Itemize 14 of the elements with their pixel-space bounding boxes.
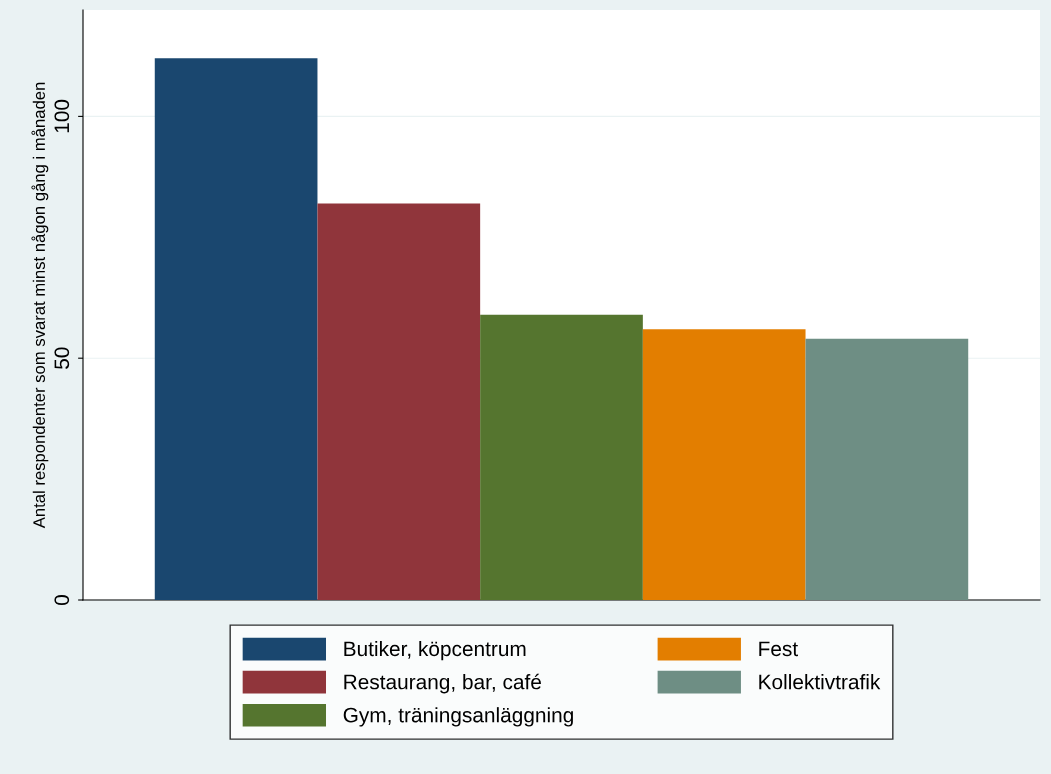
legend-label: Butiker, köpcentrum (344, 640, 526, 661)
bar (317, 203, 481, 600)
y-tick-label: 100 (54, 99, 70, 133)
bar (642, 329, 806, 600)
bar (805, 338, 969, 600)
legend-label: Fest (759, 641, 798, 657)
y-tick-label: 0 (54, 595, 70, 605)
legend-label: Gym, träningsanläggning (343, 707, 573, 727)
legend-label: Kollektivtrafik (759, 674, 881, 690)
bar (154, 58, 318, 600)
bar (480, 314, 643, 600)
y-axis-title: Antal respondenter som svarat minst någon gång i månaden (31, 82, 49, 529)
y-tick-label: 50 (54, 347, 70, 369)
legend-label: Restaurang, bar, café (344, 673, 541, 694)
